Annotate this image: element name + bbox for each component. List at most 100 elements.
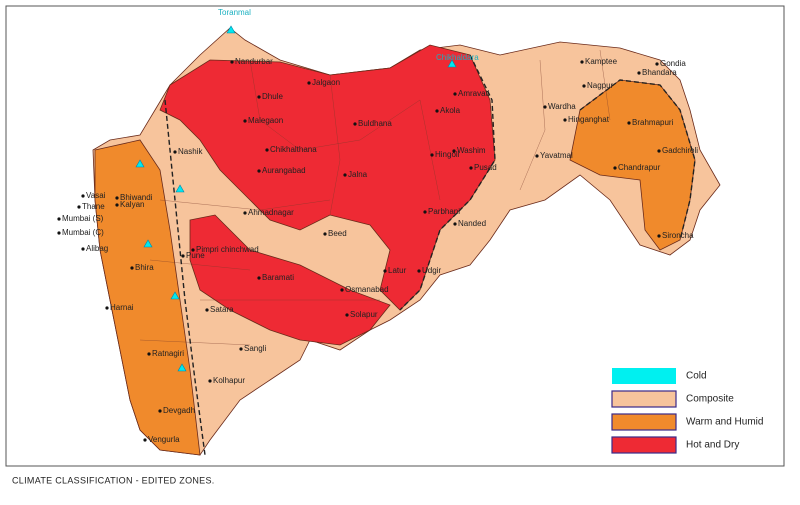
place-dot — [265, 148, 269, 152]
place-dot — [343, 173, 347, 177]
place-dot — [208, 379, 212, 383]
place-dot — [130, 266, 134, 270]
legend-label: Warm and Humid — [686, 417, 763, 428]
place-label: Nagpur — [587, 81, 614, 90]
place-label: Thane — [82, 202, 105, 211]
place-dot — [81, 194, 85, 198]
place-dot — [543, 105, 547, 109]
place-label: Vengurla — [148, 435, 180, 444]
place-label: Mumbai (S) — [62, 214, 104, 223]
place-label: Hingoli — [435, 150, 460, 159]
place-label: Mumbai (C) — [62, 228, 104, 237]
legend-swatch — [611, 436, 677, 454]
warm-humid-coastal-zone — [94, 139, 201, 456]
place-dot — [345, 313, 349, 317]
place-label: Devgadh — [163, 406, 195, 415]
place-dot — [81, 247, 85, 251]
hot-dry-south-zone — [189, 214, 391, 346]
place-dot — [143, 438, 147, 442]
place-label: Osmanabad — [345, 285, 389, 294]
place-dot — [453, 92, 457, 96]
place-label: Satara — [210, 305, 234, 314]
place-label: Nashik — [178, 147, 203, 156]
place-dot — [147, 352, 151, 356]
place-dot — [627, 121, 631, 125]
place-label: Gadchiroli — [662, 146, 698, 155]
place-dot — [57, 231, 61, 235]
place-label: Wardha — [548, 102, 576, 111]
hot-dry-north-zone — [159, 44, 496, 311]
place-dot — [158, 409, 162, 413]
place-label: Yavatmal — [540, 151, 573, 160]
place-dot — [173, 150, 177, 154]
place-dot — [435, 109, 439, 113]
place-dot — [535, 154, 539, 158]
place-label: Pune — [186, 251, 205, 260]
cold-markers — [135, 25, 457, 372]
place-label: Beed — [328, 229, 347, 238]
place-dot — [452, 149, 456, 153]
place-label: Ahmadnagar — [248, 208, 294, 217]
place-dot — [453, 222, 457, 226]
place-label: Vasai — [86, 191, 106, 200]
place-dot — [243, 119, 247, 123]
place-label: Parbhani — [428, 207, 460, 216]
place-label: Chandrapur — [618, 163, 661, 172]
place-label: Sangli — [244, 344, 266, 353]
place-label: Gondia — [660, 59, 686, 68]
place-label: Akola — [440, 106, 461, 115]
place-dot — [115, 203, 119, 207]
place-dot — [257, 95, 261, 99]
place-dot — [239, 347, 243, 351]
legend-swatch — [611, 390, 677, 408]
place-label: Aurangabad — [262, 166, 306, 175]
place-dot — [77, 205, 81, 209]
place-label: Harnai — [110, 303, 134, 312]
place-dot — [469, 166, 473, 170]
place-dot — [655, 62, 659, 66]
district-lines — [139, 49, 611, 346]
place-dot — [637, 71, 641, 75]
place-label: Kolhapur — [213, 376, 245, 385]
place-dot — [657, 234, 661, 238]
place-label: Jalgaon — [312, 78, 340, 87]
place-label: Udgir — [422, 266, 441, 275]
place-label: Nanded — [458, 219, 486, 228]
place-label: Ratnagiri — [152, 349, 184, 358]
legend-label: Hot and Dry — [686, 440, 739, 451]
place-label: Sironcha — [662, 231, 694, 240]
place-dot — [105, 306, 109, 310]
place-label: Brahmapuri — [632, 118, 674, 127]
place-dot — [307, 81, 311, 85]
place-label: Kalyan — [120, 200, 144, 209]
place-dot — [580, 60, 584, 64]
place-label: Bhiwandi — [120, 193, 153, 202]
place-label: Amravati — [458, 89, 490, 98]
place-dot — [430, 153, 434, 157]
place-label: Malegaon — [248, 116, 283, 125]
legend-swatch — [612, 368, 676, 384]
place-dot — [230, 60, 234, 64]
place-label: Dhule — [262, 92, 283, 101]
place-label: Bhandara — [642, 68, 677, 77]
place-dot — [257, 276, 261, 280]
place-dot — [563, 118, 567, 122]
place-label: Nandurbar — [235, 57, 273, 66]
place-dot — [243, 211, 247, 215]
place-dot — [613, 166, 617, 170]
place-label: Solapur — [350, 310, 378, 319]
place-label: Jalna — [348, 170, 368, 179]
place-dot — [257, 169, 261, 173]
caption: CLIMATE CLASSIFICATION - EDITED ZONES. — [12, 475, 215, 485]
place-label: Baramati — [262, 273, 294, 282]
place-label: Pimpri chinchwad — [196, 245, 259, 254]
place-label: Hinganghat — [568, 115, 610, 124]
place-dot — [191, 248, 195, 252]
place-dot — [115, 196, 119, 200]
place-label: Washim — [457, 146, 486, 155]
place-dot — [340, 288, 344, 292]
place-dot — [353, 122, 357, 126]
place-label: Chikhalthana — [270, 145, 317, 154]
place-dot — [181, 254, 185, 258]
